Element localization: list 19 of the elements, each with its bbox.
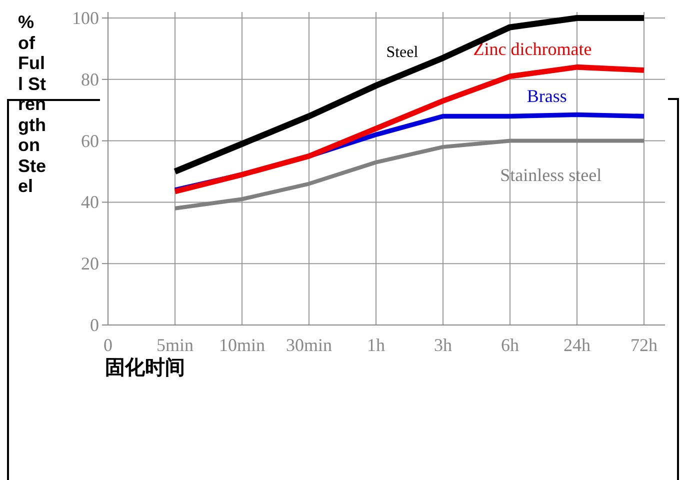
x-tick-label: 0 <box>104 335 112 355</box>
series-label: Zinc dichromate <box>473 38 592 59</box>
x-tick-label: 5min <box>156 335 194 355</box>
x-tick-label: 30min <box>286 335 332 355</box>
x-tick-label: 24h <box>564 335 590 355</box>
x-tick-label: 1h <box>367 335 385 355</box>
x-tick-label: 72h <box>630 335 658 355</box>
y-tick-label: 20 <box>81 254 99 274</box>
series-label: Brass <box>526 86 567 106</box>
x-axis-title: 固化时间 <box>105 355 185 379</box>
x-tick-label: 6h <box>501 335 519 355</box>
series-label: Steel <box>386 44 419 61</box>
y-tick-label: 60 <box>81 130 99 151</box>
y-tick-label: 40 <box>81 192 99 212</box>
x-tick-label: 3h <box>434 335 452 355</box>
y-tick-label: 0 <box>90 315 99 335</box>
y-tick-label: 80 <box>81 69 99 90</box>
y-tick-label: 100 <box>72 8 99 28</box>
x-tick-label: 10min <box>218 335 266 355</box>
